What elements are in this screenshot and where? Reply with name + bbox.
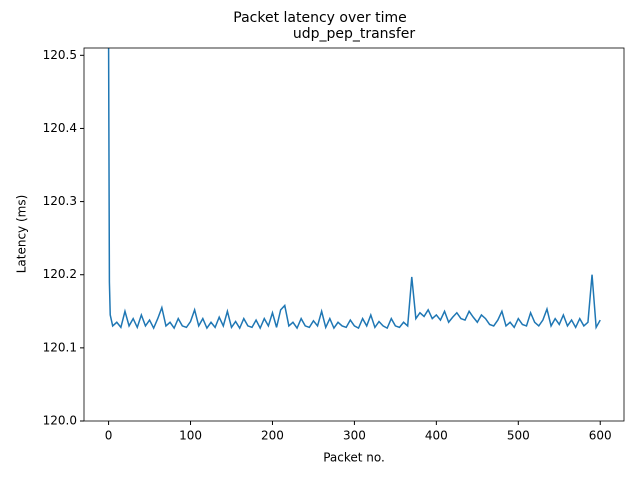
y-tick-label: 120.1 xyxy=(43,340,77,354)
y-tick-label: 120.3 xyxy=(43,194,77,208)
x-tick-label: 300 xyxy=(343,429,366,443)
chart-title: Packet latency over time xyxy=(233,10,406,26)
x-tick-label: 0 xyxy=(105,429,113,443)
y-tick-label: 120.2 xyxy=(43,267,77,281)
plot-frame xyxy=(83,47,625,422)
y-tick-label: 120.0 xyxy=(43,414,77,428)
x-tick-label: 100 xyxy=(179,429,202,443)
y-axis-label: Latency (ms) xyxy=(15,195,29,274)
x-tick-label: 500 xyxy=(507,429,530,443)
y-tick-label: 120.4 xyxy=(43,121,77,135)
chart-subtitle: udp_pep_transfer xyxy=(293,26,416,42)
x-axis-label: Packet no. xyxy=(323,451,385,465)
x-tick-label: 400 xyxy=(425,429,448,443)
x-tick-label: 200 xyxy=(261,429,284,443)
x-tick-label: 600 xyxy=(589,429,612,443)
y-tick-label: 120.5 xyxy=(43,48,77,62)
data-line xyxy=(107,48,601,330)
